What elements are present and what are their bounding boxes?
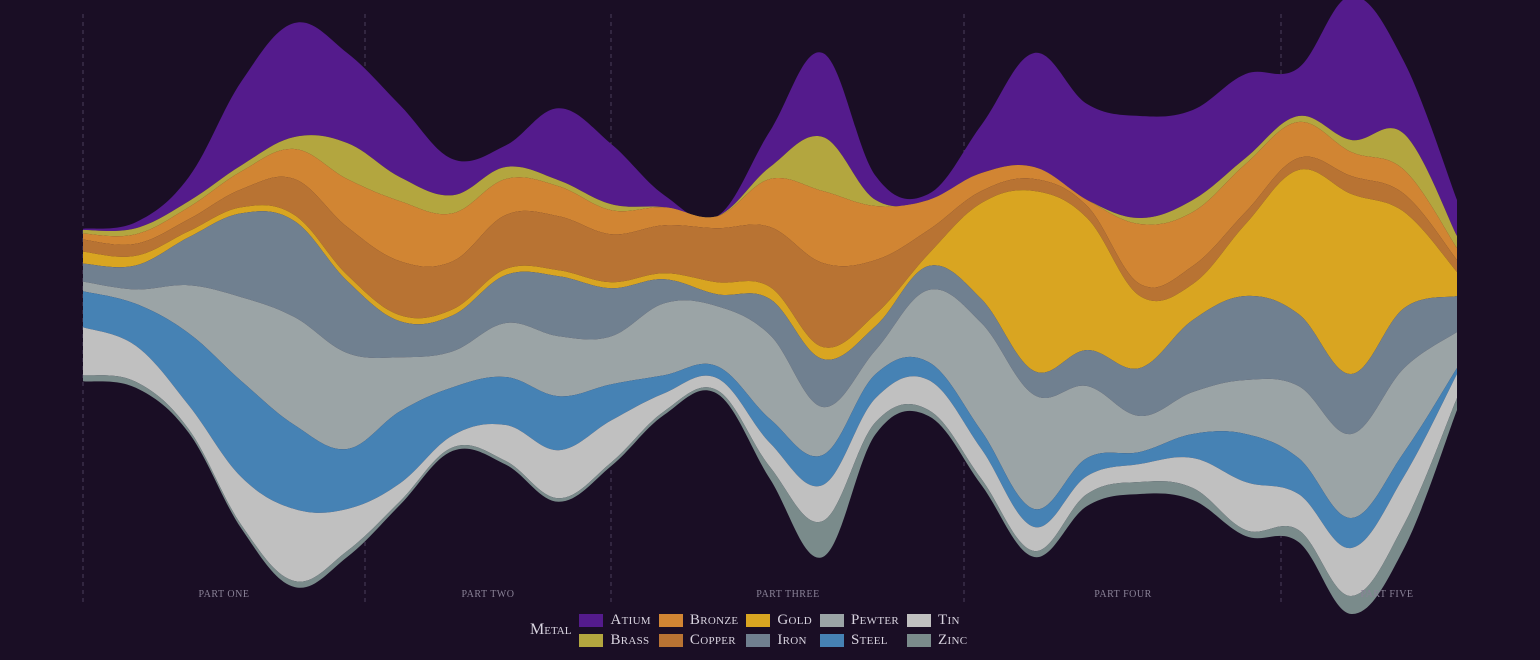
- stream-layer-brass: [83, 115, 1457, 248]
- legend-swatch: [820, 613, 845, 627]
- legend-item-steel: Steel: [820, 631, 899, 649]
- legend-label: Iron: [777, 631, 807, 648]
- legend-swatch: [658, 613, 683, 627]
- legend-grid: Atium Bronze Gold Pewter Tin Brass Coppe…: [579, 611, 967, 649]
- legend-swatch: [907, 613, 932, 627]
- legend-item-bronze: Bronze: [658, 611, 739, 629]
- stream-layer-gold: [83, 169, 1457, 375]
- stream-layer-zinc: [83, 375, 1457, 615]
- legend-swatch: [820, 633, 845, 647]
- legend-swatch: [579, 633, 604, 647]
- legend-label: Pewter: [851, 611, 900, 628]
- legend-label: Copper: [689, 631, 736, 648]
- legend-label: Steel: [851, 631, 888, 648]
- stream-layer-tin: [83, 327, 1457, 597]
- stream-layer-steel: [83, 291, 1457, 549]
- legend-label: Atium: [610, 611, 651, 628]
- legend: Metal Atium Bronze Gold Pewter Tin Brass: [530, 611, 967, 649]
- legend-item-brass: Brass: [579, 631, 650, 649]
- legend-swatch: [746, 633, 771, 647]
- legend-title: Metal: [530, 621, 572, 638]
- legend-swatch: [746, 613, 771, 627]
- stream-layer-copper: [83, 156, 1457, 348]
- stream-layer-bronze: [83, 121, 1457, 288]
- stream-layer-atium: [83, 0, 1457, 236]
- legend-swatch: [579, 613, 604, 627]
- legend-swatch: [658, 633, 683, 647]
- stream-layers: [83, 0, 1457, 615]
- legend-label: Brass: [610, 631, 650, 648]
- legend-item-gold: Gold: [746, 611, 812, 629]
- legend-label: Zinc: [938, 631, 968, 648]
- stream-layer-iron: [83, 211, 1457, 435]
- part-label: PART TWO: [462, 589, 515, 600]
- stream-layer-pewter: [83, 281, 1457, 519]
- part-label: PART FOUR: [1094, 589, 1152, 600]
- legend-label: Gold: [777, 611, 813, 628]
- legend-label: Bronze: [689, 611, 739, 628]
- part-label: PART THREE: [756, 589, 819, 600]
- part-label: PART FIVE: [1360, 589, 1413, 600]
- legend-label: Tin: [938, 611, 960, 628]
- part-labels: PART ONE PART TWO PART THREE PART FOUR PART …: [199, 589, 1414, 600]
- legend-item-atium: Atium: [579, 611, 651, 629]
- legend-item-pewter: Pewter: [820, 611, 899, 629]
- legend-item-zinc: Zinc: [907, 631, 967, 649]
- legend-item-iron: Iron: [746, 631, 812, 649]
- part-label: PART ONE: [199, 589, 250, 600]
- legend-item-copper: Copper: [658, 631, 738, 649]
- legend-item-tin: Tin: [907, 611, 967, 629]
- legend-swatch: [907, 633, 932, 647]
